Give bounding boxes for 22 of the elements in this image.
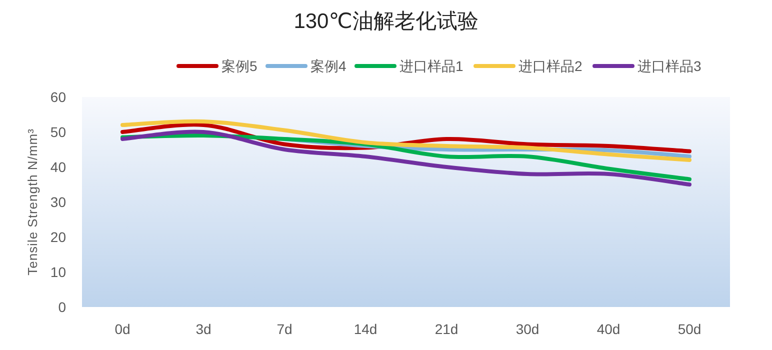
y-tick-label: 0 bbox=[58, 299, 66, 315]
y-tick-label: 10 bbox=[50, 264, 66, 280]
legend-label: 进口样品1 bbox=[400, 58, 464, 74]
x-tick-label: 50d bbox=[678, 321, 702, 337]
legend-label: 案例4 bbox=[310, 58, 346, 74]
y-axis-title: Tensile Strength N/mm³ bbox=[25, 128, 40, 276]
x-tick-label: 0d bbox=[114, 321, 130, 337]
x-tick-label: 7d bbox=[276, 321, 292, 337]
y-tick-label: 50 bbox=[50, 124, 66, 140]
y-tick-label: 30 bbox=[50, 194, 66, 210]
legend-label: 进口样品3 bbox=[638, 58, 702, 74]
y-tick-label: 40 bbox=[50, 159, 66, 175]
x-tick-label: 14d bbox=[354, 321, 378, 337]
y-tick-label: 20 bbox=[50, 229, 66, 245]
y-tick-label: 60 bbox=[50, 89, 66, 105]
x-tick-label: 21d bbox=[434, 321, 458, 337]
x-tick-label: 40d bbox=[596, 321, 620, 337]
legend-label: 进口样品2 bbox=[518, 58, 582, 74]
legend-label: 案例5 bbox=[222, 58, 258, 74]
chart-title: 130℃油解老化试验 bbox=[294, 10, 478, 33]
x-tick-label: 3d bbox=[196, 321, 212, 337]
x-tick-label: 30d bbox=[516, 321, 540, 337]
